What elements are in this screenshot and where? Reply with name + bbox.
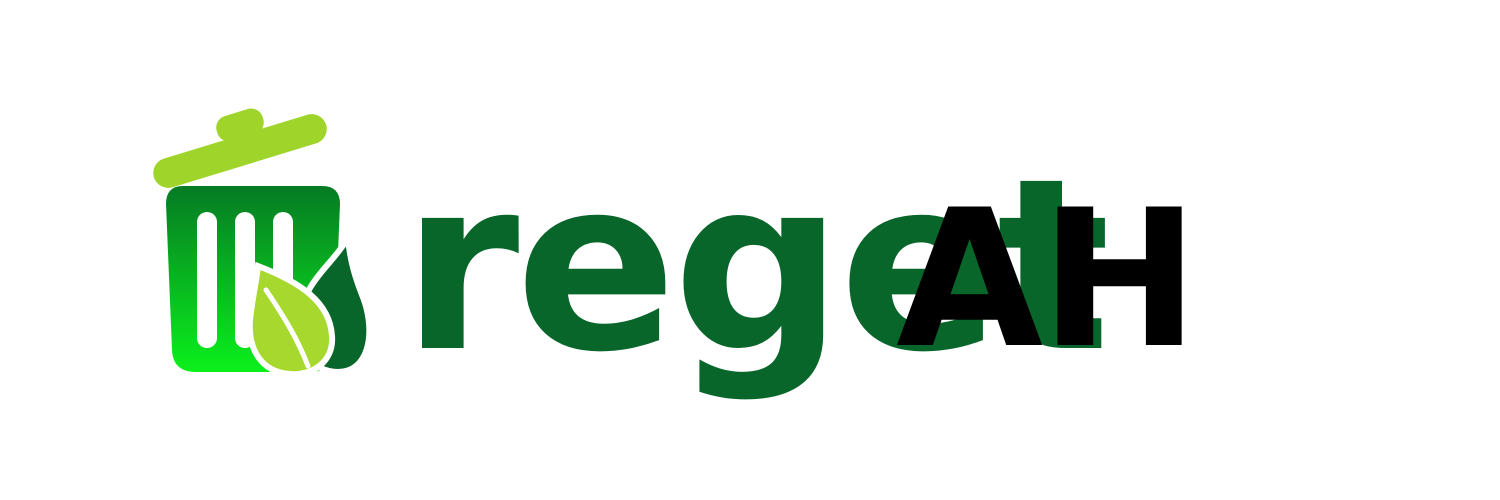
brand-name-secondary: AH bbox=[896, 169, 1196, 390]
bin-lid bbox=[153, 108, 327, 188]
brand-name-primary: reget bbox=[402, 128, 1106, 405]
leaf-vein bbox=[263, 287, 311, 369]
recycle-bin-leaf-icon bbox=[153, 108, 373, 378]
